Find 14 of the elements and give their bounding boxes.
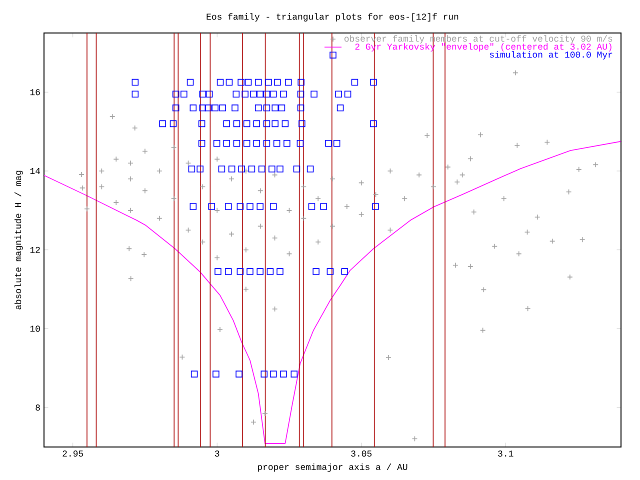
x-axis-title: proper semimajor axis a / AU — [258, 463, 408, 472]
y-tick-label: 14 — [30, 168, 40, 174]
x-tick-label: 3 — [214, 450, 220, 457]
y-tick-label: 10 — [30, 326, 40, 332]
y-tick-label: 16 — [30, 89, 40, 96]
x-tick-label: 3.1 — [498, 450, 514, 457]
chart-title: Eos family - triangular plots for eos-[12]f run — [206, 13, 458, 22]
x-tick-label: 3.05 — [351, 450, 372, 457]
y-tick-label: 12 — [30, 246, 40, 253]
line-series — [44, 141, 622, 444]
y-tick-label: 8 — [36, 404, 40, 411]
x-tick-label: 2.95 — [62, 450, 84, 457]
text: simulation at 100.0 Myr — [490, 51, 612, 60]
y-axis-title: absolute magnitude H / mag — [14, 170, 23, 310]
